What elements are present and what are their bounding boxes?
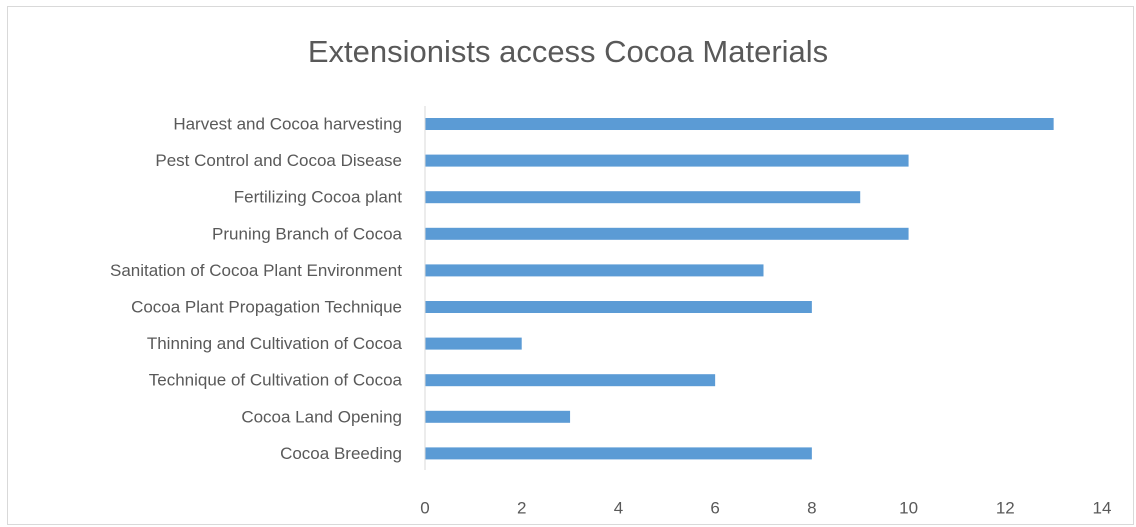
x-tick-labels: 0 2 4 6 8 10 12 14 [420, 499, 1111, 518]
category-label: Fertilizing Cocoa plant [234, 188, 402, 207]
bar [425, 337, 522, 350]
category-label: Cocoa Plant Propagation Technique [131, 298, 402, 317]
x-tick-label: 6 [710, 499, 719, 518]
x-tick-label: 14 [1093, 499, 1112, 518]
category-label: Pest Control and Cocoa Disease [155, 151, 402, 170]
bar [425, 447, 812, 460]
category-label: Harvest and Cocoa harvesting [173, 115, 402, 134]
x-tick-label: 8 [807, 499, 816, 518]
bar [425, 154, 909, 167]
category-labels: Harvest and Cocoa harvesting Pest Control… [110, 115, 403, 463]
category-label: Thinning and Cultivation of Cocoa [147, 334, 403, 353]
bar [425, 410, 571, 423]
category-label: Pruning Branch of Cocoa [212, 224, 402, 243]
chart-title: Extensionists access Cocoa Materials [307, 34, 829, 69]
x-tick-label: 12 [996, 499, 1015, 518]
x-tick-label: 0 [420, 499, 429, 518]
category-label: Technique of Cultivation of Cocoa [149, 371, 403, 390]
bar [425, 264, 764, 277]
bar [425, 118, 1054, 130]
bars-group [425, 118, 1054, 460]
x-tick-label: 4 [614, 499, 623, 518]
category-label: Cocoa Land Opening [241, 407, 402, 426]
category-label: Sanitation of Cocoa Plant Environment [110, 261, 402, 280]
bar [425, 227, 909, 240]
category-label: Cocoa Breeding [280, 444, 402, 463]
bar [425, 191, 861, 204]
bar [425, 301, 812, 313]
x-tick-label: 10 [899, 499, 918, 518]
bar [425, 374, 716, 387]
x-tick-label: 2 [517, 499, 526, 518]
